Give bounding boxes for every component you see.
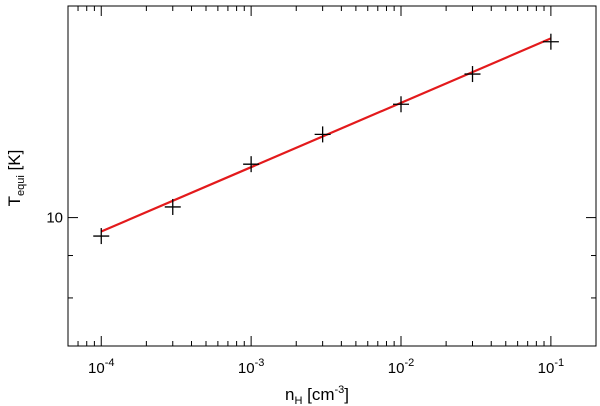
x-tick-label: 10-4 <box>88 357 114 377</box>
x-axis-label: nH [cm-3] <box>285 384 349 406</box>
y-tick-label: 10 <box>46 210 63 227</box>
data-point <box>314 126 331 143</box>
major-ticks <box>68 6 596 346</box>
data-point <box>164 198 181 215</box>
plot-frame <box>67 5 597 347</box>
data-point <box>393 96 410 113</box>
minor-ticks <box>67 6 597 347</box>
x-tick-label: 10-2 <box>388 357 414 377</box>
data-point <box>464 66 481 83</box>
data-point <box>243 156 260 173</box>
x-tick-label: 10-1 <box>538 357 564 377</box>
tick-labels: 10-4 10-3 10-2 10-1 10 <box>46 210 564 377</box>
y-axis-label: Tequi [K] <box>5 150 27 207</box>
x-tick-label: 10-3 <box>238 357 264 377</box>
data-point <box>93 228 110 245</box>
data-point <box>542 33 559 50</box>
data-points-layer <box>93 33 559 245</box>
